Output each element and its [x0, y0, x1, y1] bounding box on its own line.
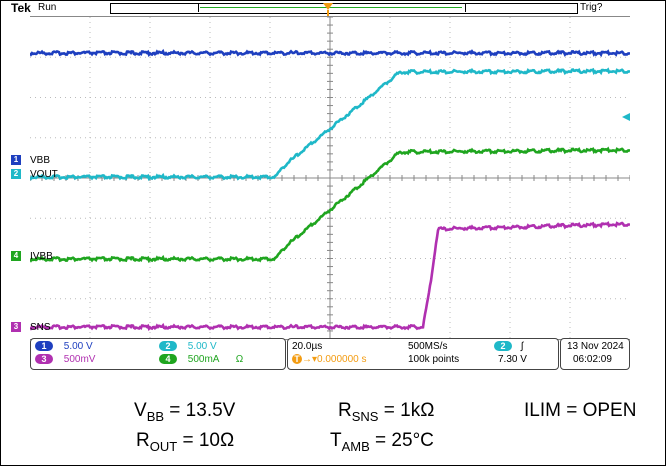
channel-readout-panel[interactable]: 1 5.00 V 2 5.00 V 3 500mV 4 500mA Ω: [30, 338, 286, 370]
record-view-window: [198, 3, 466, 12]
timebase-scale: 20.0µs: [292, 341, 323, 352]
ch4-badge: 4: [159, 354, 177, 365]
ch2-badge: 2: [159, 341, 177, 352]
trigger-status: Trig?: [580, 2, 603, 13]
ch4-scale: 500mA: [187, 354, 219, 365]
ch3-ground-marker[interactable]: 3: [11, 322, 21, 332]
ch4-ground-marker[interactable]: 4: [11, 251, 21, 261]
trigger-delay-icon: →▾: [302, 354, 318, 365]
status-bar: Tek Run Trig?: [0, 0, 666, 16]
ch4-label: IVBB: [30, 251, 53, 262]
brand-logo: Tek: [11, 1, 31, 15]
ch3-readout[interactable]: 3 500mV: [35, 354, 95, 365]
trigger-position-readout: T →▾0.000000 s: [292, 354, 367, 365]
trigger-position-icon: T: [292, 354, 302, 365]
record-view-bar: [110, 3, 578, 14]
ch2-label: VOUT: [30, 169, 58, 180]
ch2-readout[interactable]: 2 5.00 V: [159, 341, 217, 352]
record-view-indicator: [200, 7, 462, 8]
ch1-label: VBB: [30, 155, 51, 166]
ch2-ground-marker[interactable]: 2: [11, 169, 21, 179]
ch3-sns-trace: [30, 220, 630, 332]
trigger-source-readout: 2 ∫: [494, 341, 524, 352]
waveform-graticule[interactable]: [30, 16, 630, 340]
sample-rate: 500MS/s: [408, 341, 448, 352]
condition-vbb: VBB = 13.5V: [134, 400, 236, 424]
ch1-badge: 1: [35, 341, 53, 352]
timebase-panel[interactable]: 20.0µs 500MS/s T →▾0.000000 s 100k points…: [287, 338, 559, 370]
datetime-panel: 13 Nov 2024 06:02:09: [560, 338, 630, 370]
condition-ilim: ILIM = OPEN: [524, 400, 637, 421]
condition-tamb: TAMB = 25°C: [330, 430, 434, 454]
ch2-vout-trace: [30, 67, 630, 182]
time: 06:02:09: [573, 354, 612, 365]
ch4-ivbb-trace: [30, 146, 630, 264]
ch1-readout[interactable]: 1 5.00 V: [35, 341, 93, 352]
trigger-level: 7.30 V: [498, 354, 527, 365]
trigger-source-badge: 2: [494, 341, 512, 352]
trigger-slope-icon: ∫: [520, 341, 524, 352]
trigger-position-value: 0.000000 s: [317, 354, 367, 365]
ch1-vbb-trace: [30, 48, 630, 58]
graticule-svg: [30, 17, 630, 339]
ch2-scale: 5.00 V: [187, 341, 217, 352]
ch1-scale: 5.00 V: [63, 341, 93, 352]
condition-rout: ROUT = 10Ω: [136, 430, 235, 454]
trigger-level-arrow-icon[interactable]: [622, 113, 630, 121]
record-length: 100k points: [408, 354, 460, 365]
acquisition-state[interactable]: Run: [38, 2, 57, 13]
ch3-label: SNS: [30, 322, 51, 333]
ch1-ground-marker[interactable]: 1: [11, 155, 21, 165]
ch3-badge: 3: [35, 354, 53, 365]
ch4-termination: Ω: [235, 354, 244, 365]
ch3-scale: 500mV: [63, 354, 96, 365]
ch4-readout[interactable]: 4 500mA Ω: [159, 354, 243, 365]
condition-rsns: RSNS = 1kΩ: [338, 400, 435, 424]
date: 13 Nov 2024: [567, 341, 624, 352]
